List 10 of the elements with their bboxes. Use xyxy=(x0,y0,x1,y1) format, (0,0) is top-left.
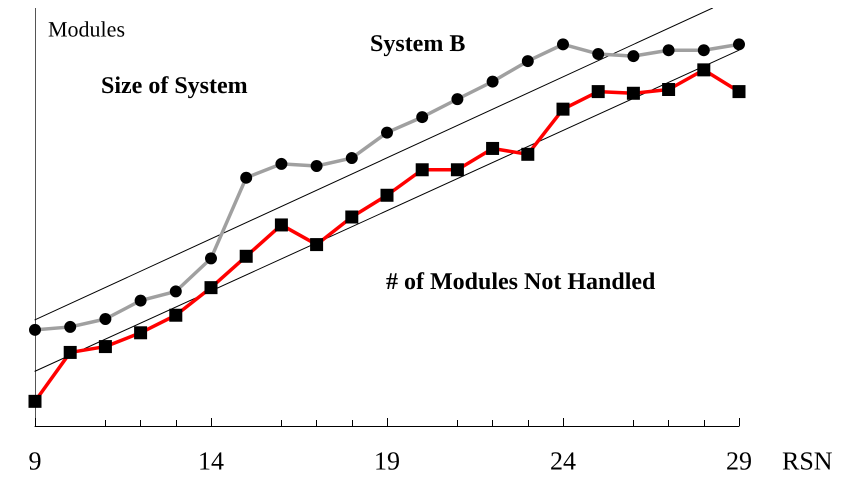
x-tick-label: 19 xyxy=(374,446,400,476)
x-axis-title: RSN xyxy=(782,446,833,476)
annotation: System B xyxy=(370,31,466,57)
x-tick-label: 24 xyxy=(550,446,576,476)
y-axis-title: Modules xyxy=(48,16,125,42)
annotation: # of Modules Not Handled xyxy=(386,269,656,295)
x-tick-label: 14 xyxy=(198,446,224,476)
x-tick-label: 29 xyxy=(726,446,752,476)
annotation: Size of System xyxy=(101,73,248,99)
x-tick-label: 9 xyxy=(28,446,42,476)
